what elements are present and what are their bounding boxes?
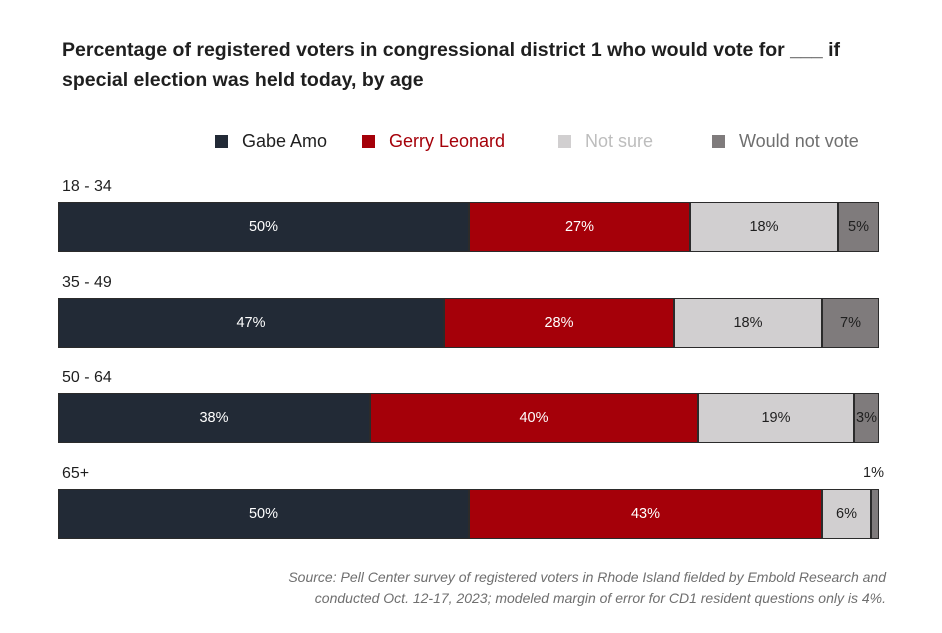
bar-segment: 38% — [58, 393, 370, 443]
category-label: 50 - 64 — [62, 369, 112, 386]
data-label: 27% — [564, 219, 595, 235]
data-label: 50% — [248, 219, 279, 235]
bar-segment: 19% — [698, 393, 854, 443]
bar-row: 47% 28% 18% 7% — [58, 297, 879, 348]
legend-swatch — [362, 134, 375, 148]
legend-label: Not sure — [585, 130, 654, 151]
bar-segment: 18% — [690, 202, 838, 252]
category-label: 18 - 34 — [62, 178, 112, 195]
legend-label: Would not vote — [739, 130, 859, 151]
data-label: 47% — [236, 314, 266, 331]
data-label: 43% — [630, 505, 661, 522]
data-label: 6% — [836, 505, 857, 522]
bar-segment: 50% — [58, 202, 469, 252]
legend-label: Gerry Leonard — [389, 130, 506, 151]
source-line-2: conducted Oct. 12-17, 2023; modeled marg… — [314, 590, 886, 606]
bar-segment: 6% — [822, 488, 871, 539]
legend-item-2: Not sure — [558, 128, 653, 154]
data-label: 28% — [544, 314, 574, 331]
data-label: 1% — [863, 464, 884, 481]
data-label: 19% — [761, 410, 791, 426]
bar-segment: 43% — [469, 488, 822, 539]
legend-swatch — [712, 134, 725, 148]
data-label: 40% — [519, 410, 549, 426]
bar-segment: 40% — [370, 393, 698, 443]
legend-swatch — [215, 134, 228, 148]
bar-segment: 47% — [58, 297, 444, 348]
data-label: 50% — [248, 505, 279, 522]
source-note: Source: Pell Center survey of registered… — [86, 567, 886, 609]
category-label: 65+ — [62, 464, 90, 482]
legend-item-1: Gerry Leonard — [362, 128, 505, 154]
bar-segment: 28% — [444, 297, 674, 348]
legend-swatch — [558, 134, 571, 148]
bar-segment: 3% — [854, 393, 879, 443]
data-label: 18% — [749, 219, 779, 235]
chart-title: Percentage of registered voters in congr… — [62, 39, 841, 91]
bar-segment — [871, 488, 879, 539]
legend-label: Gabe Amo — [242, 130, 328, 151]
bar-segment: 7% — [822, 297, 879, 348]
bar-segment: 5% — [838, 202, 879, 252]
category-label: 35 - 49 — [62, 273, 112, 291]
bar-segment: 18% — [674, 297, 822, 348]
data-label: 38% — [199, 410, 229, 426]
data-label: 7% — [840, 314, 861, 331]
chart-legend: Gabe Amo Gerry Leonard Not sure Would not v… — [0, 128, 942, 154]
data-label: 3% — [856, 410, 877, 426]
bar-segment: 50% — [58, 488, 469, 539]
bar-row: 38% 40% 19% 3% — [58, 393, 879, 443]
legend-item-3: Would not vote — [712, 128, 859, 154]
bar-row: 50% 27% 18% 5% — [58, 202, 879, 252]
bar-row: 50% 43% 6% — [58, 488, 879, 539]
data-label: 5% — [848, 219, 869, 235]
legend-item-0: Gabe Amo — [215, 128, 327, 154]
source-line-1: Source: Pell Center survey of registered… — [288, 569, 886, 585]
bar-segment: 27% — [469, 202, 690, 252]
data-label: 18% — [733, 314, 763, 331]
